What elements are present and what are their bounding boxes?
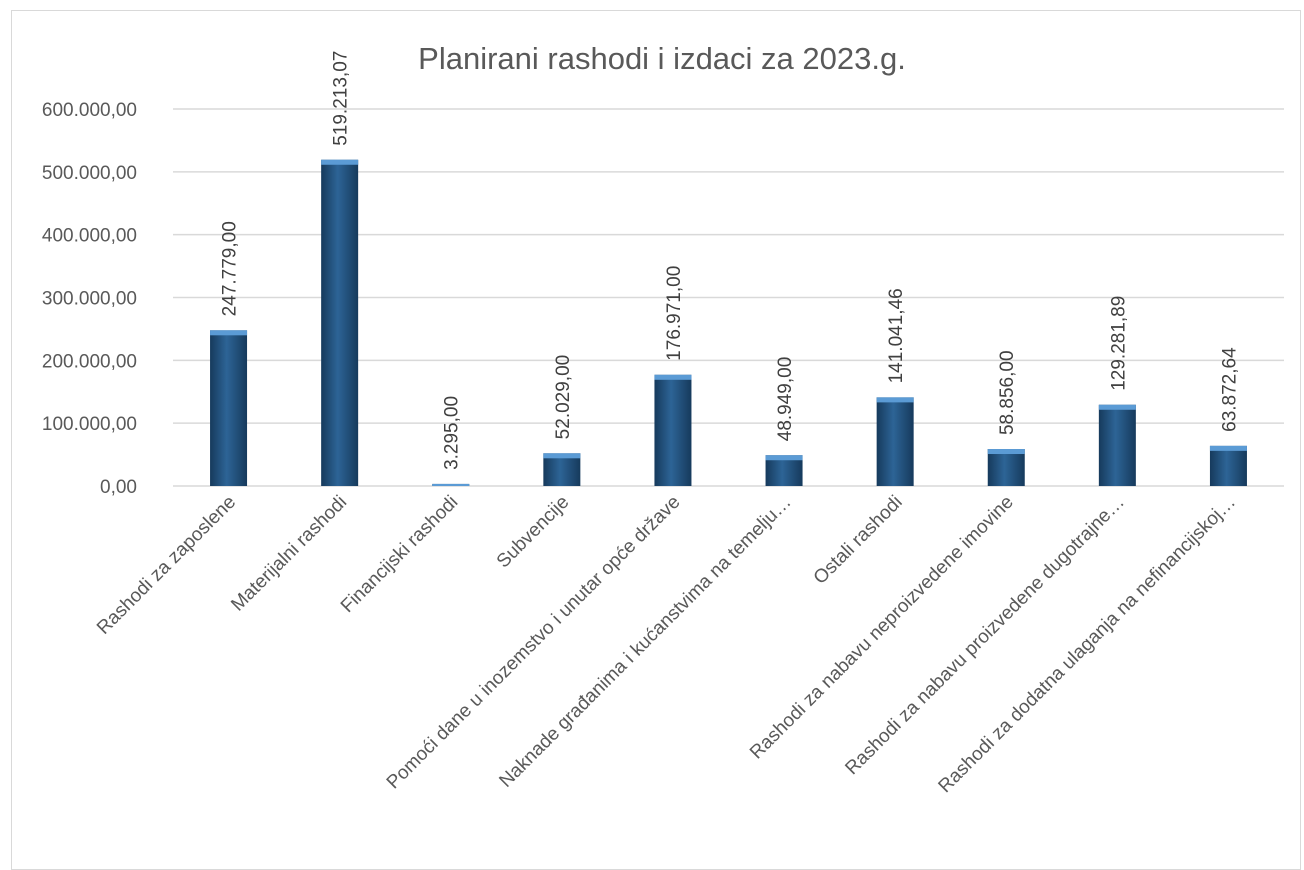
data-label: 63.872,64: [1219, 347, 1240, 432]
data-label: 129.281,89: [1108, 296, 1129, 391]
category-label: Subvencije: [493, 492, 574, 573]
bar-top: [987, 449, 1025, 455]
bar-body: [543, 453, 581, 486]
bar-top: [765, 455, 803, 461]
bar-body: [1209, 445, 1247, 486]
chart-title: Planirani rashodi i izdaci za 2023.g.: [418, 41, 906, 76]
data-label: 52.029,00: [553, 355, 574, 440]
bar-body: [876, 397, 914, 486]
bar-top: [321, 159, 359, 165]
bar-top: [210, 330, 248, 336]
bar-top: [876, 397, 914, 403]
data-label: 141.041,46: [886, 288, 907, 383]
bar-top: [654, 374, 692, 380]
data-label: 519.213,07: [331, 51, 352, 146]
data-label: 3.295,00: [442, 396, 463, 470]
bar: [987, 449, 1025, 486]
bar-body: [321, 159, 359, 487]
category-label: Materijalni rashodi: [227, 492, 351, 616]
data-label: 247.779,00: [220, 221, 241, 316]
gridlines: [173, 108, 1284, 487]
bar-body: [765, 455, 803, 486]
data-label: 58.856,00: [997, 350, 1018, 435]
data-labels: 247.779,00 519.213,07 3.295,00 52.029,00 176…: [220, 51, 1241, 470]
bar-body: [654, 374, 692, 486]
y-tick-label: 300.000,00: [42, 289, 137, 310]
bar: [432, 483, 470, 486]
y-tick-label: 100.000,00: [42, 414, 137, 435]
bar: [321, 159, 359, 487]
bar-top: [432, 483, 470, 486]
bar-top: [1098, 404, 1136, 410]
category-label: Ostali rashodi: [810, 492, 907, 589]
data-label: 48.949,00: [775, 357, 796, 442]
y-axis-ticks: 0,00 100.000,00 200.000,00 300.000,00 400.00…: [42, 100, 137, 498]
y-tick-label: 0,00: [100, 477, 137, 498]
bar: [765, 455, 803, 486]
bar: [543, 453, 581, 486]
y-tick-label: 600.000,00: [42, 100, 137, 121]
bar-body: [210, 330, 248, 486]
bar: [210, 330, 248, 486]
y-tick-label: 200.000,00: [42, 351, 137, 372]
bar: [876, 397, 914, 486]
category-label: Financijski rashodi: [337, 492, 462, 617]
bar: [654, 374, 692, 486]
bar: [1098, 404, 1136, 486]
bar-body: [987, 449, 1025, 486]
bars: [210, 159, 1247, 487]
y-tick-label: 400.000,00: [42, 226, 137, 247]
bar-body: [1098, 404, 1136, 486]
bar-top: [543, 453, 581, 459]
bar-top: [1209, 445, 1247, 451]
y-tick-label: 500.000,00: [42, 163, 137, 184]
category-label: Rashodi za zaposlene: [93, 492, 240, 639]
bar: [1209, 445, 1247, 486]
data-label: 176.971,00: [664, 266, 685, 361]
